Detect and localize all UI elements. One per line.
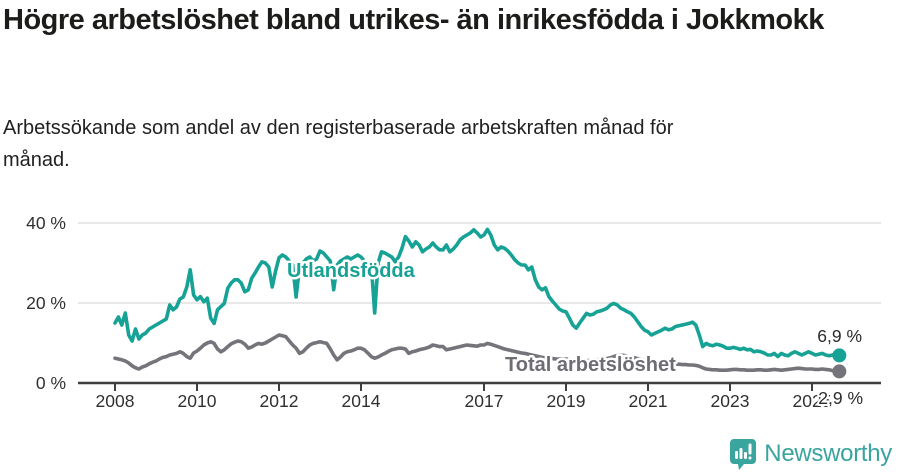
newsworthy-logo-icon: [730, 439, 757, 470]
series-end-value-label: 6,9 %: [817, 326, 862, 346]
x-axis-tick-label: 2008: [96, 391, 135, 411]
series-end-dot: [832, 364, 847, 379]
x-axis-tick-label: 2012: [260, 391, 299, 411]
y-axis-tick-label: 40 %: [26, 213, 66, 233]
chart-subtitle: Arbetssökande som andel av den registerb…: [3, 117, 674, 171]
chart-title: Högre arbetslöshet bland utrikes- än inr…: [3, 4, 824, 36]
x-axis-tick-label: 2023: [711, 391, 750, 411]
series-end-value-label: 2,9 %: [818, 388, 863, 408]
y-axis-tick-label: 0 %: [36, 373, 66, 393]
brand-name: Newsworthy: [764, 440, 892, 467]
x-axis-tick-label: 2019: [547, 391, 586, 411]
brand-footer: Newsworthy: [729, 438, 892, 470]
x-axis-tick-label: 2017: [465, 391, 504, 411]
series-line-total: [113, 333, 842, 374]
x-axis-tick-label: 2025: [793, 391, 832, 411]
series-label-total: Total arbetslöshet: [505, 354, 676, 376]
series-label-utlandsfodda: Utlandsfödda: [287, 260, 416, 282]
series-end-dot: [832, 348, 847, 363]
x-axis-tick-label: 2014: [342, 391, 381, 411]
series-line-utlandsfodda: [113, 227, 842, 359]
x-axis-tick-label: 2021: [629, 391, 668, 411]
x-axis-tick-label: 2010: [178, 391, 217, 411]
y-axis-tick-label: 20 %: [26, 293, 66, 313]
